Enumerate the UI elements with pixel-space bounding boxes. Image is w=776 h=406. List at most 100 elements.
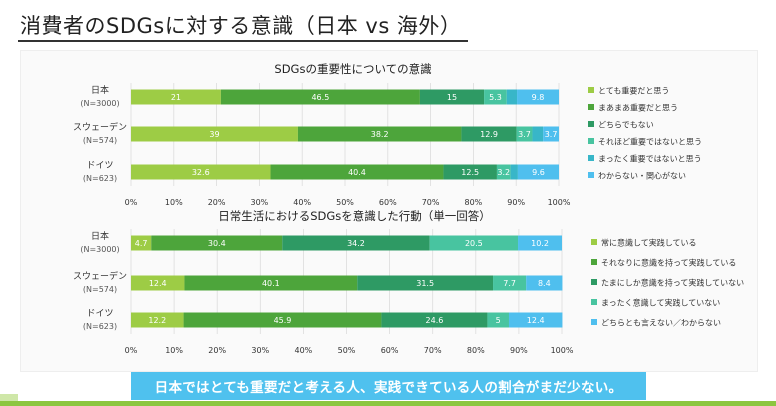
chart2-category-n-label: (N=3000) <box>80 245 119 254</box>
chart1-bar-segment <box>270 164 444 180</box>
chart1-category-n-label: (N=3000) <box>80 99 119 108</box>
chart2-data-label: 20.5 <box>465 239 483 248</box>
chart1-data-label: 9.8 <box>532 93 545 102</box>
chart1-data-label: 46.5 <box>311 93 329 102</box>
chart1-data-label: 15 <box>447 93 457 102</box>
chart2-title: 日常生活におけるSDGsを意識した行動（単一回答） <box>218 209 491 223</box>
chart1-legend-label: とても重要だと思う <box>598 86 669 96</box>
chart1-legend-label: まったく重要ではないと思う <box>598 154 702 164</box>
chart2-tick-label: 10% <box>165 346 183 355</box>
chart2-tick-label: 0% <box>125 346 138 355</box>
chart2-bar-segment <box>184 275 358 291</box>
chart2-bar-segment <box>508 312 563 328</box>
chart1-tick-label: 10% <box>165 198 183 207</box>
chart1-category-label: 日本 <box>91 84 109 96</box>
chart1-data-label: 12.9 <box>480 130 498 139</box>
chart2-legend-swatch <box>591 299 597 305</box>
chart2-category-label: スウェーデン <box>73 270 127 282</box>
chart1-bar-segment <box>543 126 559 142</box>
chart1-data-label: 32.6 <box>192 168 210 177</box>
chart1-data-label: 39 <box>209 130 219 139</box>
chart1-data-label: 3.7 <box>518 130 531 139</box>
chart2-tick-label: 60% <box>381 346 399 355</box>
chart2-tick-label: 50% <box>338 346 356 355</box>
chart2-bar-segment <box>526 275 563 291</box>
chart1-bar-segment <box>131 164 271 180</box>
chart1-tick-label: 70% <box>422 198 440 207</box>
chart2-bar-segment <box>151 235 283 251</box>
chart1-legend-label: わからない・関心がない <box>598 171 686 181</box>
chart2-tick-label: 20% <box>208 346 226 355</box>
chart1-legend-label: それほど重要ではないと思う <box>598 137 702 147</box>
chart1-bar-segment <box>517 164 559 180</box>
footer-stripe <box>0 401 776 406</box>
chart1-bar-segment <box>496 164 511 180</box>
chart2-legend-swatch <box>591 319 597 325</box>
chart1-data-label: 12.5 <box>461 168 479 177</box>
chart2-data-label: 34.2 <box>347 239 365 248</box>
chart1-bar-segment <box>506 89 518 105</box>
chart2-data-label: 31.5 <box>416 279 434 288</box>
chart2-bar-segment <box>131 235 152 251</box>
chart2-bar-segment <box>429 235 519 251</box>
page-title: 消費者のSDGsに対する意識（日本 vs 海外） <box>20 14 462 38</box>
chart2-data-label: 5 <box>496 316 501 325</box>
chart2-tick-label: 30% <box>251 346 269 355</box>
chart2-data-label: 4.7 <box>135 239 148 248</box>
chart1-data-label: 38.2 <box>371 130 389 139</box>
chart2-bar-segment <box>381 312 488 328</box>
chart1-legend-swatch <box>588 155 594 161</box>
chart1-tick-label: 20% <box>208 198 226 207</box>
chart1-legend-label: どちらでもない <box>598 121 654 130</box>
chart1-legend-swatch <box>588 87 594 93</box>
chart2-data-label: 8.4 <box>538 279 551 288</box>
chart1-bar-segment <box>517 89 559 105</box>
chart2-legend-label: 常に意識して実践している <box>601 238 697 248</box>
chart2-bar-segment <box>487 312 509 328</box>
chart1-tick-label: 0% <box>125 198 138 207</box>
chart1-bar-segment <box>131 126 298 142</box>
chart1-bar-segment <box>532 126 544 142</box>
chart1-bar-segment <box>484 89 507 105</box>
chart1-bar-segment <box>419 89 485 105</box>
chart2-data-label: 12.4 <box>149 279 167 288</box>
chart1-bar-segment <box>443 164 497 180</box>
chart2-legend-label: まったく意識して実践していない <box>601 298 720 308</box>
chart1-bar-segment <box>131 89 221 105</box>
chart2-data-label: 7.7 <box>503 279 516 288</box>
chart1-tick-label: 50% <box>336 198 354 207</box>
chart2-tick-label: 90% <box>510 346 528 355</box>
chart1-bar-segment <box>516 126 533 142</box>
chart2-category-n-label: (N=623) <box>83 322 117 331</box>
chart2-data-label: 12.2 <box>148 316 166 325</box>
chart2-legend-swatch <box>591 259 597 265</box>
chart1-category-n-label: (N=623) <box>83 174 117 183</box>
chart2-data-label: 45.9 <box>274 316 292 325</box>
chart2-tick-label: 40% <box>295 346 313 355</box>
chart2-tick-label: 80% <box>467 346 485 355</box>
chart2-category-n-label: (N=574) <box>83 285 117 294</box>
chart2-category-label: ドイツ <box>86 309 113 319</box>
chart2-data-label: 24.6 <box>426 316 444 325</box>
chart2-category-label: 日本 <box>91 230 109 242</box>
chart2-bar-segment <box>183 312 382 328</box>
chart1-bar-segment <box>297 126 462 142</box>
chart2-legend-swatch <box>591 279 597 285</box>
chart2-data-label: 40.1 <box>262 279 280 288</box>
chart1-legend-swatch <box>588 138 594 144</box>
chart2-legend-label: どちらとも言えない／わからない <box>601 318 721 328</box>
summary-banner-text: 日本ではとても重要だと考える人、実践できている人の割合がまだ少ない。 <box>154 380 623 396</box>
chart1-data-label: 3.2 <box>497 168 510 177</box>
chart2-legend-swatch <box>591 239 597 245</box>
chart1-legend-swatch <box>588 104 594 110</box>
chart2-legend-label: それなりに意識を持って実践している <box>601 258 736 268</box>
chart1-legend-label: まあまあ重要だと思う <box>598 103 678 113</box>
summary-banner: 日本ではとても重要だと考える人、実践できている人の割合がまだ少ない。 <box>131 372 646 400</box>
chart1-data-label: 9.6 <box>532 168 545 177</box>
chart1-category-label: ドイツ <box>86 161 113 171</box>
chart1-bar-segment <box>461 126 517 142</box>
chart1-data-label: 3.7 <box>545 130 558 139</box>
chart2-legend-label: たまにしか意識を持って実践していない <box>601 278 744 288</box>
chart1-tick-label: 90% <box>507 198 525 207</box>
